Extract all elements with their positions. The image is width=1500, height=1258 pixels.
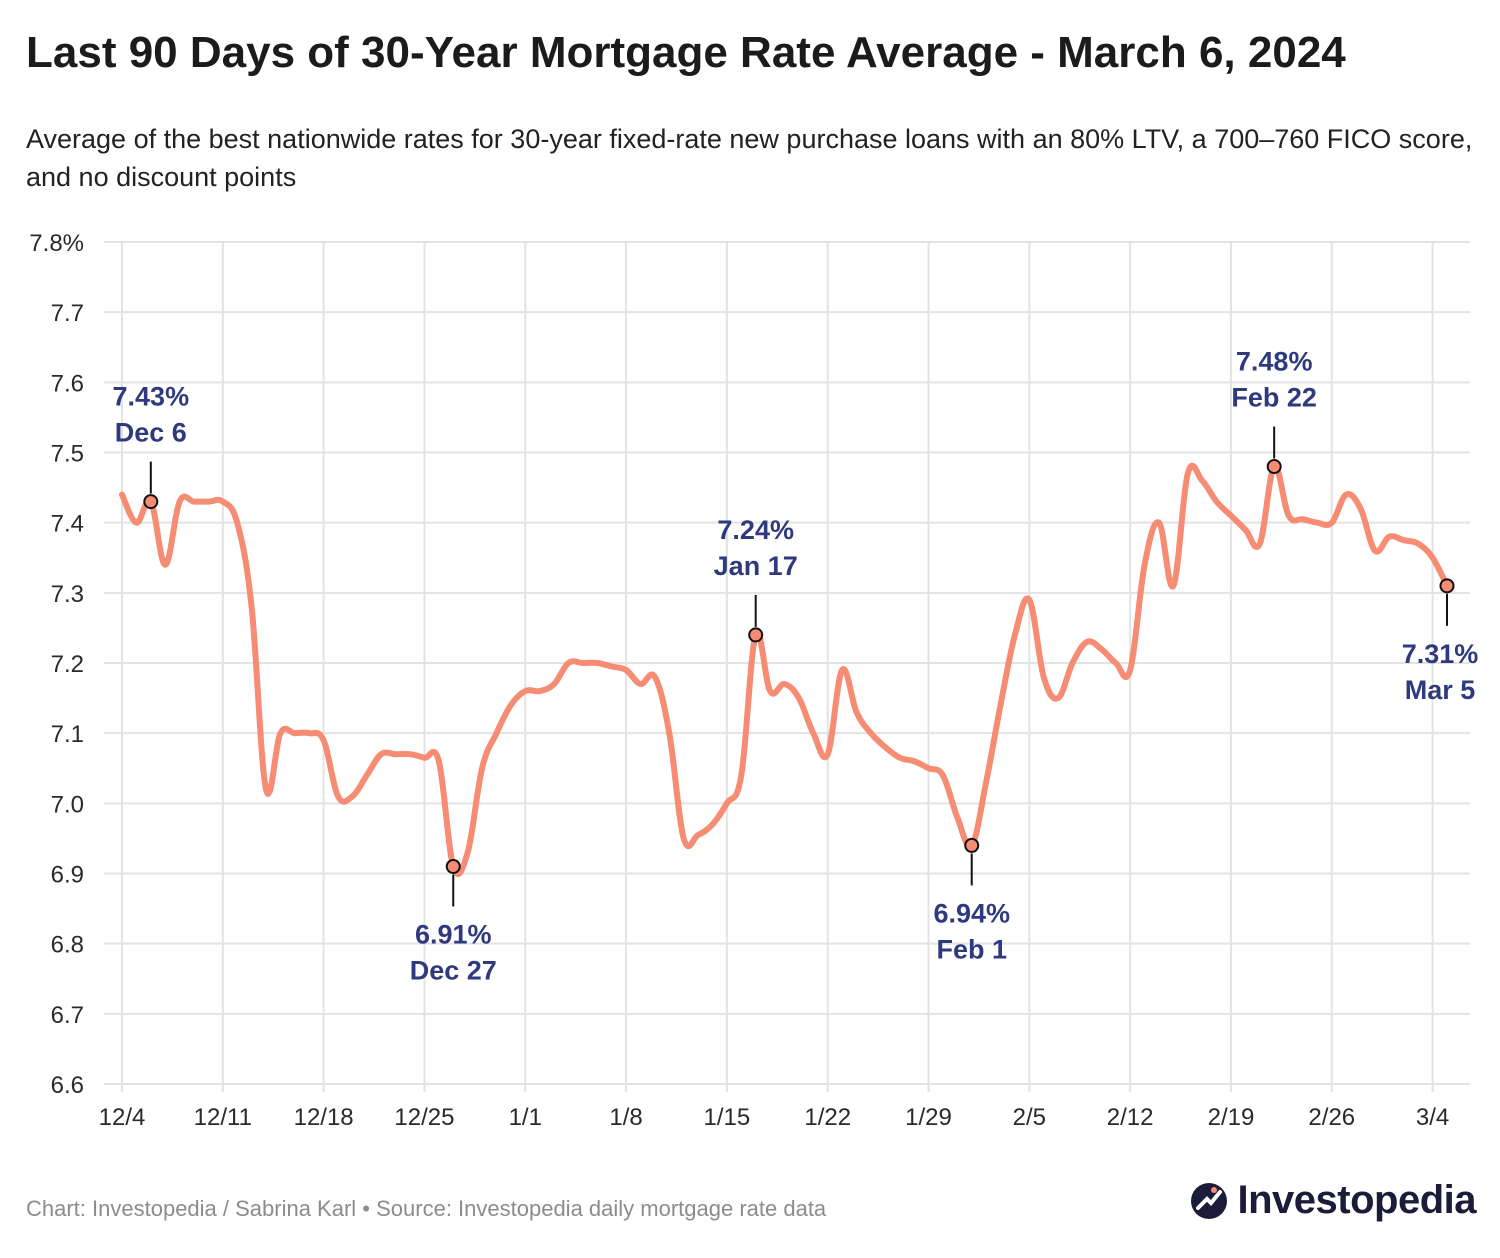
x-tick-label: 1/22 xyxy=(804,1104,851,1131)
y-tick-label: 7.5 xyxy=(51,441,84,468)
annotation-marker xyxy=(1266,459,1282,475)
x-tick-label: 3/4 xyxy=(1416,1104,1449,1131)
brand-logo[interactable]: Investopedia xyxy=(1189,1178,1476,1223)
chart-credit: Chart: Investopedia / Sabrina Karl • Sou… xyxy=(26,1196,827,1221)
x-tick-label: 12/25 xyxy=(394,1104,454,1131)
annotation-marker xyxy=(1439,578,1455,594)
x-tick-label: 12/4 xyxy=(99,1104,146,1131)
investopedia-logo-icon xyxy=(1191,1182,1228,1219)
annotation-marker xyxy=(748,627,764,643)
y-tick-label: 7.1 xyxy=(51,721,84,748)
y-tick-label: 6.9 xyxy=(51,862,84,889)
x-tick-label: 1/1 xyxy=(509,1104,542,1131)
annotation-date: Dec 6 xyxy=(115,418,187,448)
annotation-value: 7.48% xyxy=(1236,347,1313,377)
annotation-date: Feb 1 xyxy=(936,934,1007,964)
y-tick-label: 6.7 xyxy=(51,1002,84,1029)
y-tick-label: 7.2 xyxy=(51,651,84,678)
y-tick-label: 7.4 xyxy=(51,511,84,538)
x-tick-label: 1/8 xyxy=(609,1104,642,1131)
y-tick-label: 7.6 xyxy=(51,370,84,397)
annotation-marker xyxy=(445,858,461,874)
series-line xyxy=(119,462,1450,877)
axis-tick-labels: 6.6 6.7 6.8 6.9 7.0 7.1 7.2 7.3 7.4 7.5 7.6 7.7 7.8%… xyxy=(29,230,1449,1131)
chart-subtitle: Average of the best nationwide rates for… xyxy=(26,124,1473,193)
x-tick-label: 2/26 xyxy=(1308,1104,1355,1131)
x-tick-label: 2/12 xyxy=(1107,1104,1154,1131)
x-tick-label: 12/11 xyxy=(194,1104,252,1131)
y-tick-label: 6.6 xyxy=(51,1072,84,1099)
annotation-value: 7.43% xyxy=(113,382,190,412)
annotation-value: 7.24% xyxy=(717,515,794,545)
y-tick-label: 7.8% xyxy=(29,230,84,257)
annotation-marker xyxy=(964,837,980,853)
annotation-date: Feb 22 xyxy=(1231,383,1317,413)
annotations: 7.43% Dec 6 6.91% Dec 27 7.24% Jan 17 6.94% Feb… xyxy=(113,347,1479,986)
x-tick-label: 2/5 xyxy=(1013,1104,1046,1131)
y-tick-label: 6.8 xyxy=(51,932,84,959)
x-tick-label: 1/29 xyxy=(905,1104,952,1131)
annotation-marker xyxy=(143,494,159,510)
x-tick-label: 12/18 xyxy=(294,1104,354,1131)
annotation-value: 7.31% xyxy=(1402,639,1479,669)
y-tick-label: 7.7 xyxy=(51,300,84,327)
annotation-value: 6.94% xyxy=(933,898,1010,928)
series xyxy=(119,462,1450,877)
annotation-date: Jan 17 xyxy=(714,551,798,581)
annotation-date: Mar 5 xyxy=(1405,675,1476,705)
annotation-value: 6.91% xyxy=(415,919,492,949)
y-tick-label: 7.0 xyxy=(51,791,84,818)
x-tick-label: 2/19 xyxy=(1208,1104,1255,1131)
brand-name: Investopedia xyxy=(1237,1178,1476,1222)
y-tick-label: 7.3 xyxy=(51,581,84,608)
annotation-date: Dec 27 xyxy=(410,955,497,985)
chart-title: Last 90 Days of 30-Year Mortgage Rate Av… xyxy=(26,28,1346,77)
x-tick-label: 1/15 xyxy=(704,1104,751,1131)
gridlines xyxy=(104,241,1470,1092)
